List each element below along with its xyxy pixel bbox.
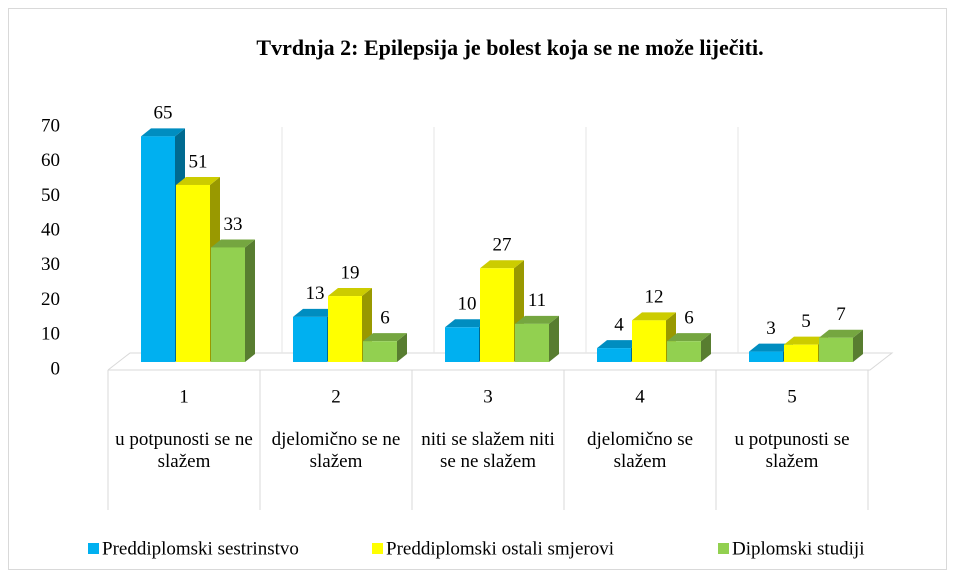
data-label: 33: [224, 214, 243, 235]
category-description: djelomično se slažem: [586, 429, 694, 472]
legend-swatch: [88, 543, 99, 554]
category-description: djelomično se ne slažem: [271, 429, 401, 472]
x-tick-label: 5: [787, 386, 797, 407]
data-label: 11: [528, 290, 546, 311]
data-label: 5: [801, 311, 811, 332]
bar: [667, 333, 711, 362]
data-label: 27: [493, 235, 512, 256]
bar: [363, 333, 407, 362]
legend-label: Diplomski studiji: [732, 538, 865, 559]
category-description: u potpunosti se slažem: [734, 429, 850, 472]
chart-title: Tvrdnja 2: Epilepsija je bolest koja se …: [256, 35, 763, 60]
bar: [819, 329, 863, 362]
legend-swatch: [718, 543, 729, 554]
data-label: 3: [766, 318, 776, 339]
y-tick-label: 30: [41, 254, 60, 275]
data-label: 51: [189, 151, 208, 172]
data-label: 13: [306, 283, 325, 304]
x-tick-label: 2: [331, 386, 341, 407]
x-tick-label: 4: [635, 386, 645, 407]
data-label: 7: [836, 304, 846, 325]
data-label: 6: [380, 308, 390, 329]
legend-label: Preddiplomski ostali smjerovi: [386, 538, 614, 559]
bar: [211, 239, 255, 362]
y-tick-label: 20: [41, 289, 60, 310]
category-description: niti se slažem niti se ne slažem: [421, 429, 555, 472]
y-tick-label: 10: [41, 324, 60, 345]
bar: [515, 315, 559, 362]
bar: [328, 288, 372, 362]
y-tick-label: 40: [41, 220, 60, 241]
legend-swatch: [372, 543, 383, 554]
data-label: 65: [154, 103, 173, 124]
x-tick-label: 1: [179, 386, 189, 407]
y-tick-label: 70: [41, 115, 60, 136]
legend-label: Preddiplomski sestrinstvo: [102, 538, 299, 559]
data-label: 12: [645, 287, 664, 308]
data-label: 10: [458, 294, 477, 315]
data-label: 19: [341, 262, 360, 283]
floor: [107, 352, 894, 371]
data-label: 4: [614, 314, 624, 335]
category-description: u potpunosti se ne slažem: [115, 429, 253, 472]
data-label: 6: [684, 308, 694, 329]
y-tick-label: 0: [51, 358, 61, 379]
x-tick-label: 3: [483, 386, 493, 407]
y-tick-label: 50: [41, 185, 60, 206]
y-tick-label: 60: [41, 150, 60, 171]
